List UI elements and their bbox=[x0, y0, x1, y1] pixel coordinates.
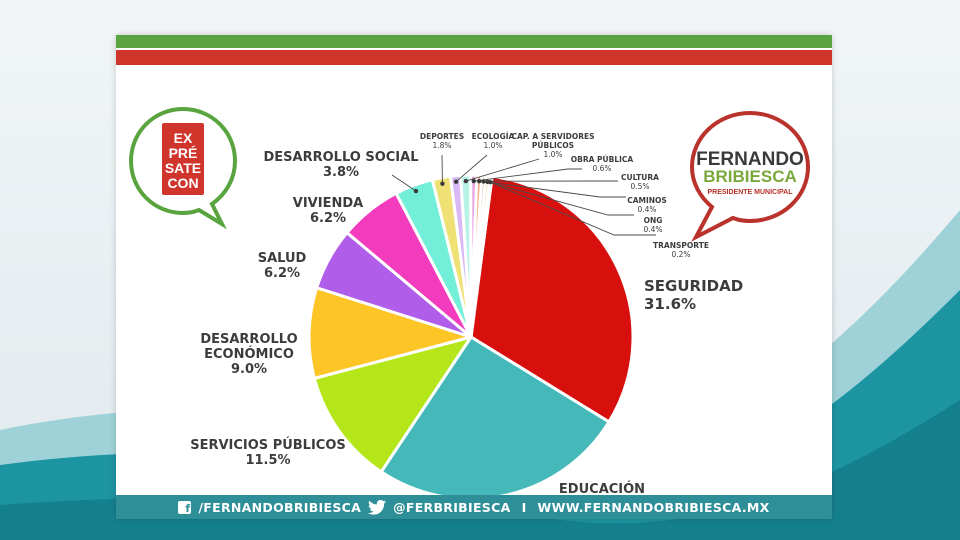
pie-label-category: SERVICIOS PÚBLICOS bbox=[190, 437, 346, 453]
website-url: WWW.FERNANDOBRIBIESCA.MX bbox=[537, 499, 770, 515]
header-stripe-red bbox=[116, 50, 832, 65]
footer-bar: f /FERNANDOBRIBIESCA @FERBRIBIESCA I WWW… bbox=[116, 495, 832, 519]
pie-label: VIVIENDA 6.2% bbox=[293, 196, 363, 226]
pie-label-value: 0.4% bbox=[637, 205, 656, 214]
pie-label: CAP. A SERVIDORES PÚBLICOS 1.0% bbox=[511, 132, 594, 159]
pie-label-value: 1.8% bbox=[432, 141, 451, 150]
header-stripe-gap bbox=[116, 48, 832, 50]
expresate-wordmark-line: EX bbox=[174, 130, 193, 146]
pie-label-value: 0.5% bbox=[630, 182, 649, 191]
pie-label-category: SEGURIDAD bbox=[644, 277, 743, 295]
leader-line bbox=[391, 174, 417, 192]
leader-line bbox=[487, 181, 634, 216]
pie-label: OBRA PÚBLICA 0.6% bbox=[571, 155, 634, 173]
expresate-speech-bubble bbox=[128, 106, 238, 230]
pie-slices bbox=[307, 173, 635, 495]
pie-label-value: 0.4% bbox=[643, 225, 662, 234]
leader-dot bbox=[488, 180, 493, 185]
logo-surname: BRIBIESCA bbox=[703, 167, 797, 186]
pie-label: DESARROLLO SOCIAL 3.8% bbox=[264, 150, 419, 180]
pie-label-category: ECONÓMICO bbox=[204, 346, 294, 362]
fernando-bribiesca-logo: FERNANDO BRIBIESCA PRESIDENTE MUNICIPAL bbox=[689, 110, 811, 242]
pie-label-value: 0.6% bbox=[592, 164, 611, 173]
pie-label: ECOLOGÍA 1.0% bbox=[472, 132, 515, 150]
expresate-wordmark-line: CON bbox=[167, 175, 198, 191]
pie-slice bbox=[379, 335, 611, 495]
pie-label: DEPORTES 1.8% bbox=[420, 132, 464, 150]
leader-dot bbox=[463, 178, 469, 184]
leader-dot bbox=[413, 188, 419, 194]
pie-label-category: CULTURA bbox=[621, 173, 659, 182]
expresate-wordmark-line: SATE bbox=[165, 160, 201, 176]
leader-dot bbox=[453, 179, 459, 184]
pie-label-category: ONG bbox=[644, 216, 663, 225]
pie-label-category: DESARROLLO SOCIAL bbox=[264, 150, 419, 165]
expresate-book-icon bbox=[162, 123, 204, 195]
pie-label: SALUD 6.2% bbox=[258, 251, 307, 281]
pie-label: SEGURIDAD 31.6% bbox=[644, 277, 743, 313]
pie-label-value: 9.0% bbox=[231, 362, 267, 377]
pie-label-value: 1.0% bbox=[483, 141, 502, 150]
pie-label: TRANSPORTE 0.2% bbox=[653, 241, 709, 259]
slide-card: EX PRÉ SATE CON FERNANDO BRIBIESCA PRESIDEN… bbox=[116, 35, 832, 519]
pie-label-category: CAP. A SERVIDORES bbox=[511, 132, 594, 141]
pie-label-value: 0.2% bbox=[671, 250, 690, 259]
pie-slice bbox=[312, 335, 473, 474]
footer-separator: I bbox=[521, 499, 527, 515]
pie-slice bbox=[469, 174, 494, 339]
pie-label: CULTURA 0.5% bbox=[621, 173, 659, 191]
pie-label-category: ECOLOGÍA bbox=[472, 132, 515, 141]
pie-label-category: SALUD bbox=[258, 251, 307, 266]
pie-label: SERVICIOS PÚBLICOS 11.5% bbox=[190, 437, 346, 468]
leader-dot bbox=[440, 181, 445, 186]
leader-line bbox=[483, 181, 626, 198]
pie-label-value: 6.2% bbox=[264, 266, 300, 281]
twitter-bird-icon bbox=[368, 499, 387, 515]
twitter-handle: @FERBRIBIESCA bbox=[393, 499, 511, 515]
pie-label-value: 1.0% bbox=[543, 150, 562, 159]
pie-label-category: EDUCACIÓN bbox=[559, 481, 645, 495]
pie-label-category: VIVIENDA bbox=[293, 196, 363, 211]
leader-line bbox=[490, 181, 656, 236]
pie-label-value: 6.2% bbox=[310, 211, 346, 226]
header-stripe-green bbox=[116, 35, 832, 48]
pie-label: DESARROLLO ECONÓMICO 9.0% bbox=[200, 332, 297, 377]
pie-label-category: CAMINOS bbox=[627, 196, 667, 205]
pie-label-value: 11.5% bbox=[245, 453, 290, 468]
leader-line bbox=[473, 168, 582, 182]
pie-label-category: OBRA PÚBLICA bbox=[571, 155, 634, 164]
logo-name: FERNANDO bbox=[696, 149, 804, 170]
pie-label-category: TRANSPORTE bbox=[653, 241, 709, 250]
facebook-icon: f bbox=[178, 500, 192, 514]
expresate-wordmark-line: PRÉ bbox=[169, 145, 198, 161]
logo-subtitle: PRESIDENTE MUNICIPAL bbox=[707, 189, 793, 196]
leader-line bbox=[455, 154, 488, 183]
pie-label-category: PÚBLICOS bbox=[532, 141, 574, 150]
pie-label-category: DEPORTES bbox=[420, 132, 464, 141]
leader-dot bbox=[476, 179, 482, 184]
pie-label-category: DESARROLLO bbox=[200, 332, 297, 347]
pie-label: ONG 0.4% bbox=[643, 216, 662, 234]
pie-label-value: 3.8% bbox=[323, 165, 359, 180]
leader-dot bbox=[481, 179, 486, 184]
bribiesca-speech-bubble bbox=[689, 110, 811, 242]
pie-label-value: 31.6% bbox=[644, 295, 696, 313]
facebook-handle: /FERNANDOBRIBIESCA bbox=[198, 499, 362, 515]
pie-leader-lines bbox=[391, 154, 656, 236]
leader-dot bbox=[471, 178, 476, 184]
pie-label: CAMINOS 0.4% bbox=[627, 196, 667, 214]
pie-slice bbox=[307, 286, 473, 380]
leader-line bbox=[465, 158, 540, 182]
pie-label: EDUCACIÓN25.5% bbox=[559, 481, 645, 495]
